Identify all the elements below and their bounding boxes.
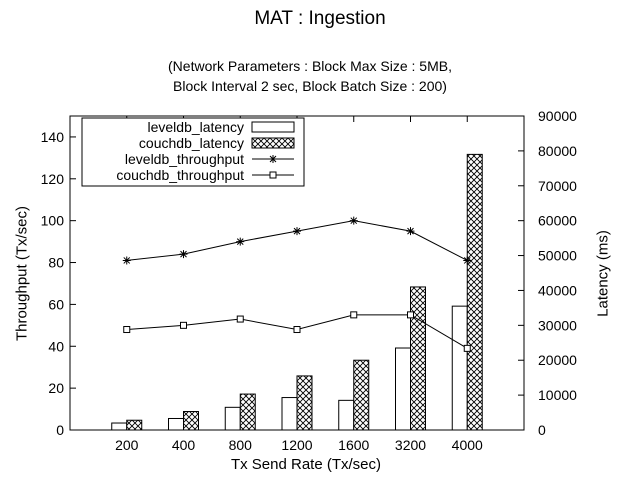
x-tick-label: 800: [229, 437, 253, 453]
x-tick-label: 1600: [338, 437, 369, 453]
x-tick-label: 3200: [395, 437, 426, 453]
chart-title: MAT : Ingestion: [254, 8, 386, 29]
leveldb_latency-bar: [224, 406, 241, 431]
y-left-tick-label: 0: [56, 422, 64, 438]
y-right-tick-label: 10000: [538, 387, 577, 403]
legend-label: leveldb_throughput: [125, 151, 244, 167]
couchdb_throughput-point: [407, 311, 414, 319]
leveldb_throughput-point: [406, 227, 415, 236]
x-tick-label: 1200: [281, 437, 312, 453]
couchdb_latency-bar: [353, 359, 370, 431]
leveldb_throughput-point: [122, 256, 131, 265]
x-tick-label: 200: [115, 437, 139, 453]
leveldb_throughput-line: [126, 220, 468, 261]
couchdb_latency-bar: [296, 375, 313, 431]
legend-swatch-marker: [269, 155, 277, 163]
y-right-tick-label: 90000: [538, 108, 577, 124]
y-left-tick-label: 80: [48, 255, 64, 271]
leveldb_throughput-point: [236, 237, 245, 246]
chart-subtitle-line-1: (Network Parameters : Block Max Size : 5…: [168, 58, 452, 74]
couchdb_throughput-point: [463, 344, 471, 352]
y-left-tick-label: 60: [48, 296, 64, 312]
legend-swatch: [251, 137, 295, 149]
x-tick-label: 400: [172, 437, 196, 453]
leveldb_latency-bar: [338, 399, 355, 431]
y-right-tick-label: 80000: [538, 143, 577, 159]
leveldb_latency-bar: [281, 397, 298, 431]
couchdb_latency-bar: [239, 393, 256, 431]
legend-label: couchdb_throughput: [116, 167, 244, 183]
couchdb_throughput-point: [123, 326, 131, 334]
legend-swatch-marker: [269, 171, 277, 179]
couchdb_throughput-point: [180, 321, 187, 329]
couchdb_latency-bar: [466, 153, 483, 431]
plot-area: 0 20 40 60 80 100 120 140 0 10000 20000 30000 40000 5…: [41, 108, 578, 453]
couchdb_latency-bar: [126, 419, 143, 431]
y-left-tick-label: 40: [48, 338, 64, 354]
y-right-tick-label: 40000: [538, 282, 577, 298]
y-left-tick-label: 140: [41, 129, 65, 145]
y-right-tick-label: 20000: [538, 352, 577, 368]
legend-label: couchdb_latency: [139, 135, 244, 151]
y-left-tick-label: 20: [48, 380, 64, 396]
y-right-tick-label: 0: [538, 422, 546, 438]
x-tick-label: 4000: [452, 437, 483, 453]
couchdb_throughput-point: [236, 315, 244, 323]
leveldb_latency-bar: [111, 422, 128, 431]
leveldb_latency-bar: [451, 305, 468, 431]
leveldb_throughput-point: [293, 227, 301, 236]
x-axis-label: Tx Send Rate (Tx/sec): [230, 456, 382, 473]
y-right-tick-label: 60000: [538, 213, 577, 229]
couchdb_throughput-point: [293, 326, 301, 334]
legend-swatch: [251, 121, 295, 133]
leveldb_throughput-point: [349, 216, 358, 225]
leveldb_throughput-point: [463, 256, 472, 265]
couchdb_latency-bar: [410, 286, 426, 431]
chart-subtitle-line-2: Block Interval 2 sec, Block Batch Size :…: [173, 78, 447, 94]
y-right-tick-label: 50000: [538, 248, 577, 264]
y-left-tick-label: 120: [41, 171, 65, 187]
y-left-tick-label: 100: [41, 213, 65, 229]
leveldb_throughput-point: [179, 250, 188, 259]
leveldb_latency-bar: [395, 347, 411, 431]
couchdb_throughput-point: [350, 311, 358, 319]
couchdb_latency-bar: [183, 411, 199, 431]
legend-label: leveldb_latency: [147, 119, 244, 135]
leveldb_latency-bar: [168, 417, 184, 431]
y-right-tick-label: 30000: [538, 317, 577, 333]
y-right-tick-label: 70000: [538, 178, 577, 194]
